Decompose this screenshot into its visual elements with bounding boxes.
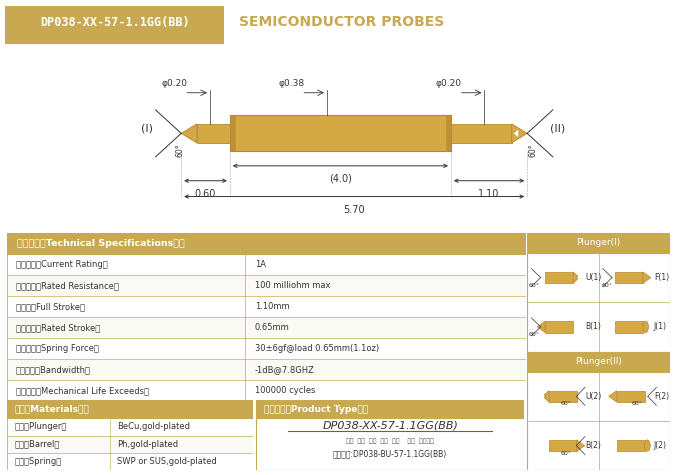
Text: F(1): F(1) [654,273,669,282]
Text: 材质（Materials）：: 材质（Materials）： [14,405,89,414]
Polygon shape [573,272,578,283]
Polygon shape [513,129,519,138]
Text: J(1): J(1) [654,323,667,332]
Bar [549,440,577,451]
Bar [5,6,224,44]
Text: φ0.20: φ0.20 [435,79,462,88]
Text: 60°: 60° [601,283,612,287]
Bar [617,390,644,402]
Text: 额定电流（Current Rating）: 额定电流（Current Rating） [16,260,108,269]
Text: 技术要求（Technical Specifications）：: 技术要求（Technical Specifications）： [17,239,185,248]
Text: DP038-XX-57-1.1GG(BB): DP038-XX-57-1.1GG(BB) [322,421,458,431]
Text: 60°: 60° [561,401,572,406]
Text: SEMICONDUCTOR PROBES: SEMICONDUCTOR PROBES [239,16,445,29]
Bar [7,317,526,338]
Text: 1A: 1A [255,260,266,269]
Text: 60°: 60° [529,283,540,287]
Bar [7,380,526,401]
Text: 1.10mm: 1.10mm [255,302,289,311]
Text: 5.70: 5.70 [343,205,365,215]
Ellipse shape [643,321,648,332]
Text: (I): (I) [142,123,154,133]
Text: (II): (II) [550,123,565,133]
Polygon shape [537,321,545,332]
Text: 额定电阻（Rated Resistance）: 额定电阻（Rated Resistance） [16,281,119,290]
Text: U(2): U(2) [585,392,601,401]
Bar [615,272,643,283]
Text: 针管（Barrel）: 针管（Barrel） [14,440,59,449]
Polygon shape [512,124,527,143]
Text: 额定弹力（Spring Force）: 额定弹力（Spring Force） [16,344,99,353]
Text: SWP or SUS,gold-plated: SWP or SUS,gold-plated [117,457,217,466]
Text: -1dB@7.8GHZ: -1dB@7.8GHZ [255,365,315,374]
Text: 弹簧（Spring）: 弹簧（Spring） [14,457,61,466]
Text: 30±6gf@load 0.65mm(1.1oz): 30±6gf@load 0.65mm(1.1oz) [255,344,379,353]
Bar [7,400,253,418]
Bar [7,233,526,254]
Text: (4.0): (4.0) [329,174,352,184]
Text: Ph,gold-plated: Ph,gold-plated [117,440,179,449]
Bar [545,272,573,283]
Bar [446,115,451,152]
Text: 60°: 60° [561,451,572,456]
Bar [527,352,670,470]
Bar [7,418,253,436]
Bar [7,436,253,453]
Text: 系列  规格  头型  总长  弹力    镀金  针头材质: 系列 规格 头型 总长 弹力 镀金 针头材质 [346,438,434,444]
Bar [230,115,451,152]
Bar [527,233,670,352]
Text: 100000 cycles: 100000 cycles [255,386,315,395]
Text: 满行程（Full Stroke）: 满行程（Full Stroke） [16,302,85,311]
Text: 订购举例:DP038-BU-57-1.1GG(BB): 订购举例:DP038-BU-57-1.1GG(BB) [333,449,448,458]
Text: U(1): U(1) [585,273,601,282]
Bar [545,321,573,332]
Bar [7,453,253,470]
Text: J(2): J(2) [654,441,667,450]
Text: B(2): B(2) [585,441,601,450]
Text: B(1): B(1) [585,323,601,332]
Bar [617,440,644,451]
Text: 频率带宽（Bandwidth）: 频率带宽（Bandwidth） [16,365,91,374]
Polygon shape [181,124,197,143]
Polygon shape [577,440,585,451]
Bar [451,124,512,143]
Text: 针头（Plunger）: 针头（Plunger） [14,422,67,431]
Bar [230,115,235,152]
Text: 100 milliohm max: 100 milliohm max [255,281,330,290]
Polygon shape [574,277,576,278]
Text: BeCu,gold-plated: BeCu,gold-plated [117,422,191,431]
Text: 0.60: 0.60 [195,189,216,199]
Ellipse shape [644,440,650,451]
Text: φ0.20: φ0.20 [161,79,187,88]
Text: 1.10: 1.10 [479,189,499,199]
Text: Plunger(II): Plunger(II) [575,357,622,366]
Bar [7,359,526,380]
Bar [7,275,526,296]
Bar [7,338,526,359]
Bar [527,352,670,371]
Bar [549,390,577,402]
Bar [256,400,524,418]
Polygon shape [544,390,549,402]
Polygon shape [546,396,548,397]
Text: 成品型号（Product Type）：: 成品型号（Product Type）： [264,405,368,414]
Text: F(2): F(2) [654,392,669,401]
Bar [7,296,526,317]
Text: φ0.38: φ0.38 [278,79,304,88]
Text: 测试寿命（Mechanical Life Exceeds）: 测试寿命（Mechanical Life Exceeds） [16,386,149,395]
Bar [7,254,526,275]
Text: 60°: 60° [529,332,540,337]
Polygon shape [643,272,651,283]
Text: Plunger(I): Plunger(I) [576,238,621,247]
Text: 额定行程（Rated Stroke）: 额定行程（Rated Stroke） [16,323,100,332]
Text: 60°: 60° [632,401,642,406]
Bar [527,233,670,253]
Bar [615,321,643,332]
Text: 60°: 60° [176,144,185,158]
Bar [197,124,230,143]
Polygon shape [609,390,617,402]
Text: 60°: 60° [528,144,538,158]
Text: 0.65mm: 0.65mm [255,323,290,332]
Text: DP038-XX-57-1.1GG(BB): DP038-XX-57-1.1GG(BB) [40,16,189,29]
